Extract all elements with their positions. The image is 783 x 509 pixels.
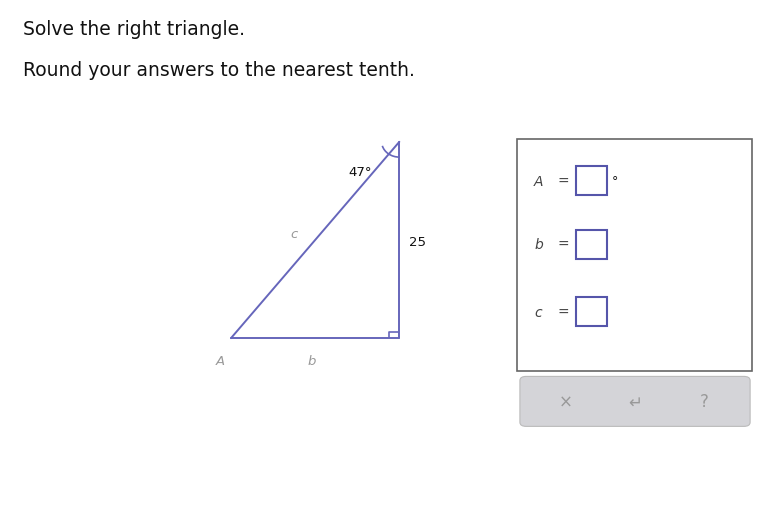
Text: Round your answers to the nearest tenth.: Round your answers to the nearest tenth. [23,61,415,80]
Text: 47°: 47° [348,165,372,179]
Text: =: = [557,238,569,252]
Text: c: c [534,305,542,319]
Text: b: b [307,354,316,367]
Bar [576,230,607,260]
Text: ?: ? [700,392,709,411]
Text: ×: × [558,392,572,411]
Text: A: A [534,174,543,188]
Text: Solve the right triangle.: Solve the right triangle. [23,20,246,39]
Text: b: b [534,238,543,252]
Text: A: A [215,354,225,367]
Text: °: ° [612,175,618,188]
Text: =: = [557,305,569,319]
Text: =: = [557,174,569,188]
Bar [517,140,752,372]
Text: c: c [290,228,298,241]
Bar [576,297,607,327]
Text: ↵: ↵ [628,392,642,411]
Bar [576,166,607,196]
FancyBboxPatch shape [520,377,750,427]
Text: 25: 25 [409,236,426,248]
